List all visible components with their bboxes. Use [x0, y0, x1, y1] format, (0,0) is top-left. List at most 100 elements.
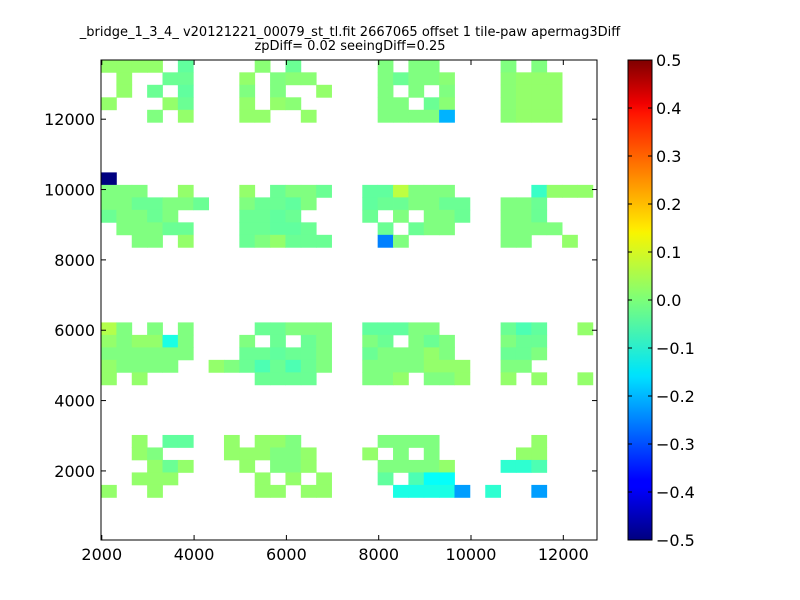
x-tick-label: 8000 — [358, 545, 399, 564]
heatmap-cell — [377, 459, 394, 473]
heatmap-cell — [500, 347, 517, 361]
heatmap-cell — [147, 209, 163, 223]
heatmap-cell — [300, 484, 317, 498]
heatmap-cell — [439, 347, 455, 361]
heatmap-cell — [531, 60, 548, 73]
heatmap-cell — [316, 472, 332, 486]
heatmap-cell — [147, 109, 163, 123]
heatmap-cell — [101, 334, 117, 348]
heatmap-cell — [223, 434, 240, 448]
heatmap-cell — [500, 60, 517, 73]
heatmap-cell — [116, 322, 133, 336]
heatmap-cell — [393, 484, 409, 498]
heatmap-cell — [362, 359, 379, 373]
heatmap-cell — [500, 359, 517, 373]
heatmap-cell — [208, 359, 225, 373]
heatmap-cell — [362, 447, 379, 461]
heatmap-cell — [147, 447, 163, 461]
heatmap-cell — [393, 434, 409, 448]
heatmap-cell — [270, 359, 286, 373]
heatmap-cell — [254, 484, 271, 498]
heatmap-cell — [454, 197, 471, 211]
heatmap-cell — [500, 97, 517, 111]
heatmap-cell — [531, 209, 548, 223]
heatmap-cell — [393, 209, 409, 223]
x-tick-label: 12000 — [538, 545, 589, 564]
heatmap-cell — [423, 222, 440, 236]
heatmap-cell — [131, 209, 148, 223]
x-tick-label: 4000 — [174, 545, 215, 564]
heatmap-cell — [131, 234, 148, 248]
heatmap-cell — [239, 447, 256, 461]
colorbar-tick-label: 0.1 — [656, 243, 681, 262]
heatmap-cell — [408, 322, 425, 336]
heatmap-cell — [500, 372, 517, 386]
heatmap-cell — [254, 472, 271, 486]
heatmap-cell — [239, 109, 256, 123]
heatmap-cell — [239, 184, 256, 198]
heatmap-cell — [423, 197, 440, 211]
heatmap-cell — [101, 359, 117, 373]
heatmap-cell — [439, 472, 455, 486]
heatmap-cell — [377, 322, 394, 336]
heatmap-cell — [439, 97, 455, 111]
heatmap-cell — [285, 60, 302, 73]
heatmap-cell — [270, 197, 286, 211]
heatmap-cell — [439, 209, 455, 223]
heatmap-cell — [531, 184, 548, 198]
heatmap-cell — [270, 434, 286, 448]
heatmap-cell — [177, 322, 194, 336]
heatmap-cell — [531, 347, 548, 361]
heatmap-cell — [285, 359, 302, 373]
heatmap-cell — [515, 97, 532, 111]
heatmap-cell — [577, 322, 594, 336]
colorbar-tick-label: −0.2 — [656, 387, 695, 406]
heatmap-cell — [423, 72, 440, 86]
heatmap-cell — [116, 222, 133, 236]
heatmap-cell — [131, 334, 148, 348]
heatmap-cell — [116, 60, 133, 73]
heatmap-cell — [393, 459, 409, 473]
heatmap-cell — [300, 359, 317, 373]
heatmap-cell — [393, 184, 409, 198]
heatmap-cell — [131, 197, 148, 211]
heatmap-cell — [285, 347, 302, 361]
heatmap-cell — [423, 447, 440, 461]
heatmap-cell — [531, 484, 548, 498]
heatmap-cell — [500, 109, 517, 123]
heatmap-cell — [285, 372, 302, 386]
heatmap-cell — [162, 209, 179, 223]
heatmap-cell — [362, 197, 379, 211]
heatmap-cell — [500, 84, 517, 98]
heatmap-cell — [285, 72, 302, 86]
y-tick-label: 12000 — [44, 110, 95, 129]
heatmap-cell — [377, 184, 394, 198]
heatmap-cell — [377, 197, 394, 211]
heatmap-cell — [377, 434, 394, 448]
heatmap-cell — [147, 334, 163, 348]
heatmap-cell — [439, 84, 455, 98]
heatmap-cell — [316, 184, 332, 198]
heatmap-cell — [177, 347, 194, 361]
heatmap-cell — [500, 459, 517, 473]
heatmap-cell — [177, 197, 194, 211]
heatmap-cell — [408, 72, 425, 86]
heatmap-cell — [439, 334, 455, 348]
heatmap-cell — [531, 372, 548, 386]
heatmap-cell — [377, 109, 394, 123]
heatmap-cell — [423, 459, 440, 473]
heatmap-cell — [515, 197, 532, 211]
heatmap-cell — [423, 109, 440, 123]
heatmap-cell — [300, 372, 317, 386]
heatmap-cell — [177, 60, 194, 73]
heatmap-cell — [300, 447, 317, 461]
heatmap-cell — [239, 222, 256, 236]
heatmap-cell — [423, 97, 440, 111]
heatmap-cell — [377, 97, 394, 111]
heatmap-cell — [515, 209, 532, 223]
heatmap-cells — [101, 60, 594, 498]
y-tick-label: 6000 — [54, 321, 95, 340]
heatmap-cell — [131, 447, 148, 461]
heatmap-cell — [562, 234, 578, 248]
